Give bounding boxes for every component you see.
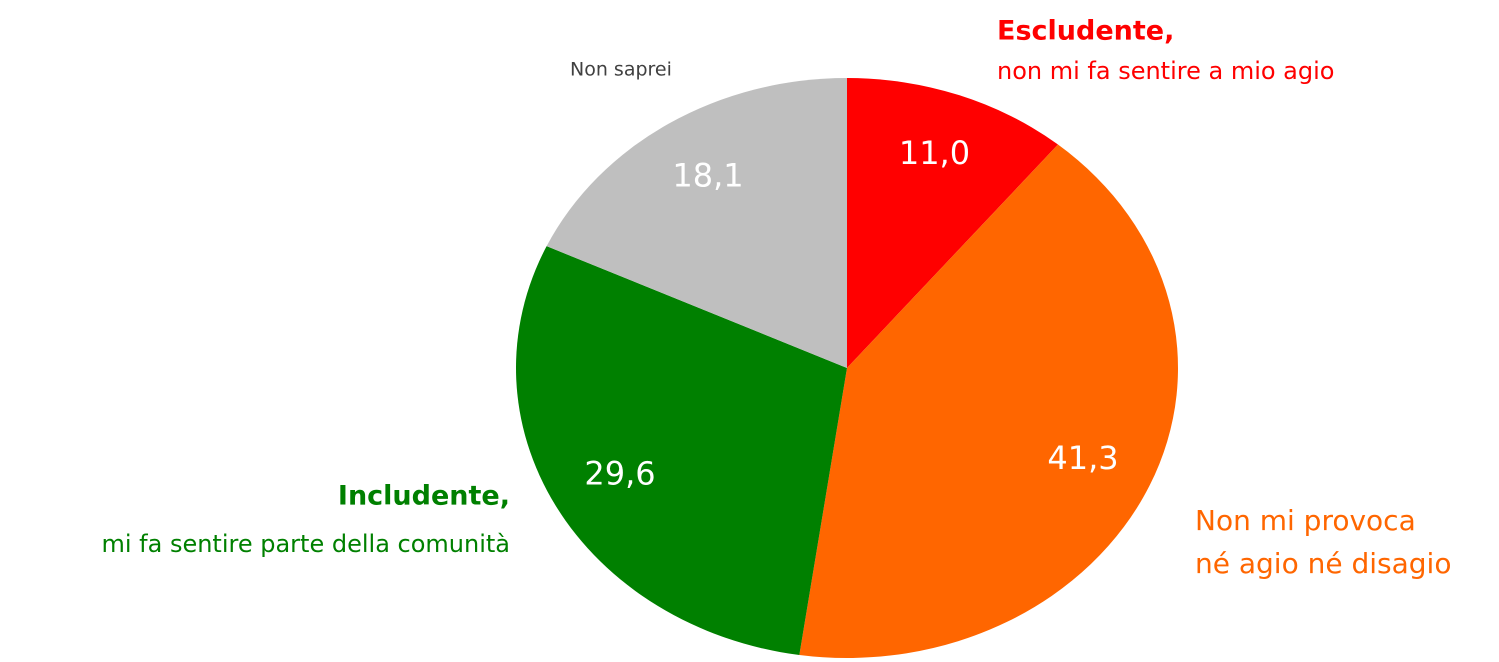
category-label: non mi fa sentire a mio agio (997, 57, 1334, 85)
pie-slice (516, 246, 847, 655)
category-label: Non mi provoca (1195, 504, 1416, 537)
category-label: Includente, (338, 481, 510, 512)
category-label: né agio né disagio (1195, 547, 1451, 580)
pie-slice (847, 78, 1058, 368)
category-label: Escludente, (997, 16, 1174, 47)
category-label: mi fa sentire parte della comunità (101, 530, 510, 558)
value-label: 41,3 (1047, 439, 1118, 477)
pie-slice (799, 144, 1178, 658)
value-label: 11,0 (899, 134, 970, 172)
category-label: Non saprei (570, 59, 672, 81)
value-label: 29,6 (584, 455, 655, 493)
value-label: 18,1 (672, 156, 743, 194)
pie-slice (546, 78, 847, 368)
